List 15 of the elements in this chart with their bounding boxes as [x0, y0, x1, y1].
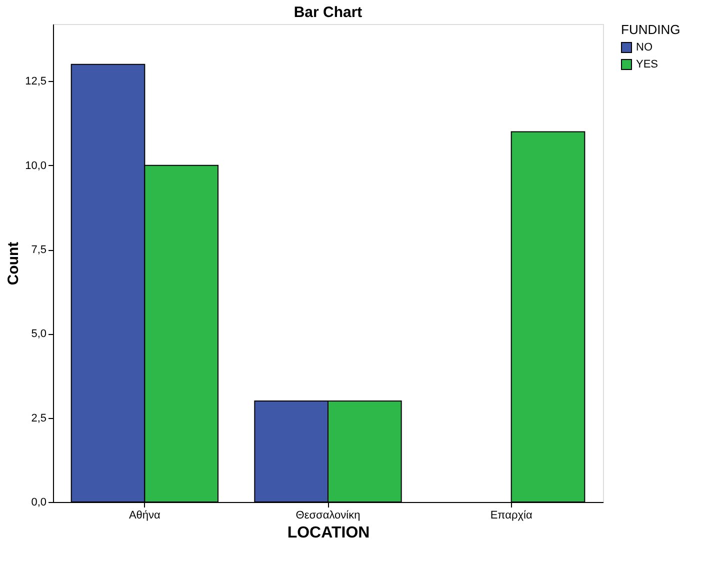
y-tick-label: 10,0	[25, 160, 46, 172]
legend-label: NO	[636, 42, 653, 54]
chart-title: Bar Chart	[294, 4, 362, 21]
y-tick-label: 12,5	[25, 76, 46, 88]
y-axis-title: Count	[5, 242, 22, 286]
y-tick-label: 7,5	[31, 244, 46, 256]
y-tick-label: 2,5	[31, 412, 46, 424]
x-axis-title: LOCATION	[287, 524, 370, 542]
legend-label: YES	[636, 58, 658, 70]
legend-title: FUNDING	[621, 22, 680, 37]
x-tick-label: Επαρχία	[490, 510, 533, 522]
x-tick-label: Θεσσαλονίκη	[296, 510, 360, 522]
y-tick-label: 0,0	[31, 496, 46, 508]
y-tick-label: 5,0	[31, 328, 46, 340]
x-tick-label: Αθήνα	[128, 510, 162, 522]
